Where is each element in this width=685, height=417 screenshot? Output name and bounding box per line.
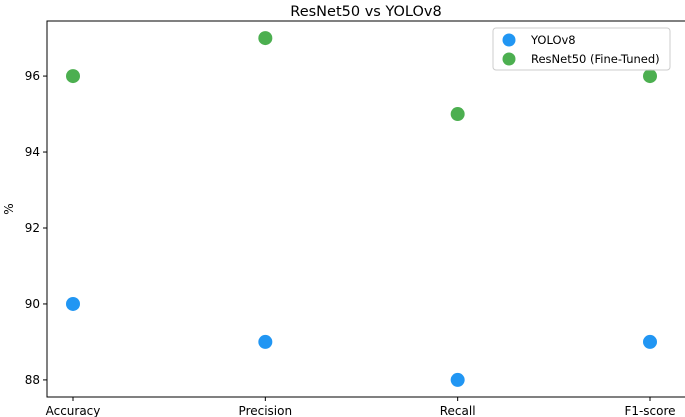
data-point	[258, 31, 273, 46]
y-tick-label: 88	[25, 373, 40, 387]
y-tick-label: 94	[25, 145, 40, 159]
legend-marker	[502, 33, 516, 47]
y-tick-label: 90	[25, 297, 40, 311]
legend-label: YOLOv8	[530, 33, 576, 47]
data-point	[66, 296, 80, 311]
legend-box	[492, 27, 671, 71]
data-points	[66, 31, 657, 387]
data-point	[450, 372, 465, 387]
data-point	[66, 69, 80, 84]
data-point	[258, 334, 273, 349]
x-ticks: Accuracy Precision Recall F1-score	[46, 397, 676, 417]
y-tick-label: 92	[25, 221, 40, 235]
y-tick-label: 96	[25, 69, 40, 83]
plot-area-frame	[46, 20, 685, 398]
x-tick-label: Recall	[440, 404, 476, 417]
chart-title: ResNet50 vs YOLOv8	[290, 4, 441, 20]
legend-label: ResNet50 (Fine-Tuned)	[531, 52, 660, 66]
legend-marker	[502, 52, 516, 66]
x-tick-label: Accuracy	[46, 404, 101, 417]
legend: YOLOv8 ResNet50 (Fine-Tuned)	[492, 27, 671, 71]
data-point	[450, 107, 465, 122]
y-axis-label: %	[2, 203, 16, 214]
x-tick-label: Precision	[239, 404, 293, 417]
y-ticks: 88 90 92 94 96	[25, 69, 47, 387]
x-tick-label: F1-score	[624, 404, 675, 417]
data-point	[643, 334, 657, 349]
data-point	[643, 69, 657, 84]
